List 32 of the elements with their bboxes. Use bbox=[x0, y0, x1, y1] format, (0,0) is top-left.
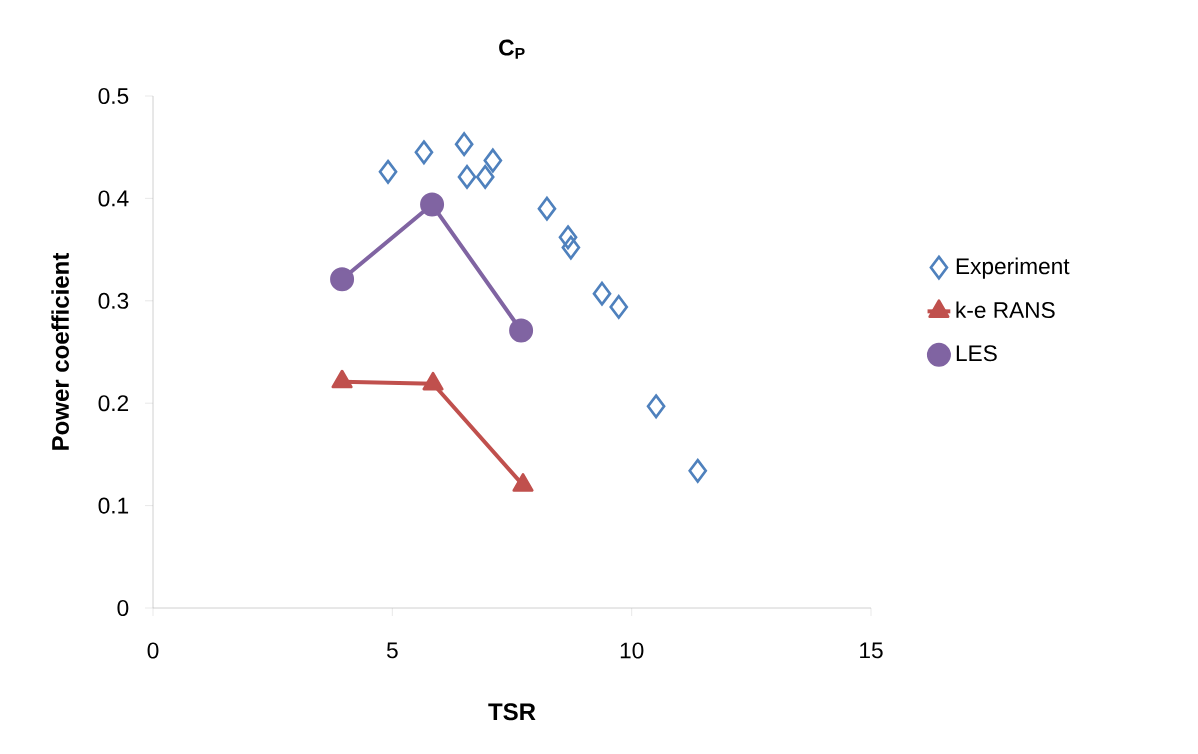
point bbox=[420, 192, 445, 217]
point bbox=[414, 140, 434, 165]
y-tick-label: 0.5 bbox=[98, 87, 129, 105]
x-tick-label: 0 bbox=[147, 642, 159, 659]
y-axis-title: Power coefficient bbox=[51, 252, 69, 450]
point bbox=[457, 164, 477, 189]
chart-title: C$_{P}$ bbox=[499, 39, 525, 59]
legend-label: k-e RANS bbox=[956, 301, 1055, 319]
point bbox=[454, 132, 474, 157]
y-tick-label: 0.4 bbox=[98, 190, 129, 207]
y-tick-label: 0.2 bbox=[98, 395, 129, 412]
point bbox=[688, 458, 708, 483]
legend-label: Experiment bbox=[956, 257, 1070, 279]
point bbox=[609, 294, 629, 319]
point bbox=[509, 318, 534, 343]
point bbox=[537, 196, 557, 221]
point bbox=[483, 148, 503, 173]
point bbox=[592, 281, 612, 306]
point bbox=[558, 225, 578, 250]
point bbox=[378, 159, 398, 184]
x-tick-label: 10 bbox=[620, 642, 644, 659]
point bbox=[330, 267, 355, 292]
x-axis-title: TSR bbox=[488, 703, 536, 721]
point bbox=[561, 235, 581, 260]
x-tick-label: 5 bbox=[386, 642, 398, 659]
y-tick-label: 0.3 bbox=[98, 292, 129, 309]
y-tick-label: 0.1 bbox=[98, 497, 129, 514]
point bbox=[475, 164, 495, 189]
x-tick-label: 15 bbox=[860, 642, 883, 659]
point bbox=[646, 394, 666, 419]
legend-label: LES bbox=[956, 345, 997, 362]
y-tick-label: 0 bbox=[117, 599, 129, 617]
